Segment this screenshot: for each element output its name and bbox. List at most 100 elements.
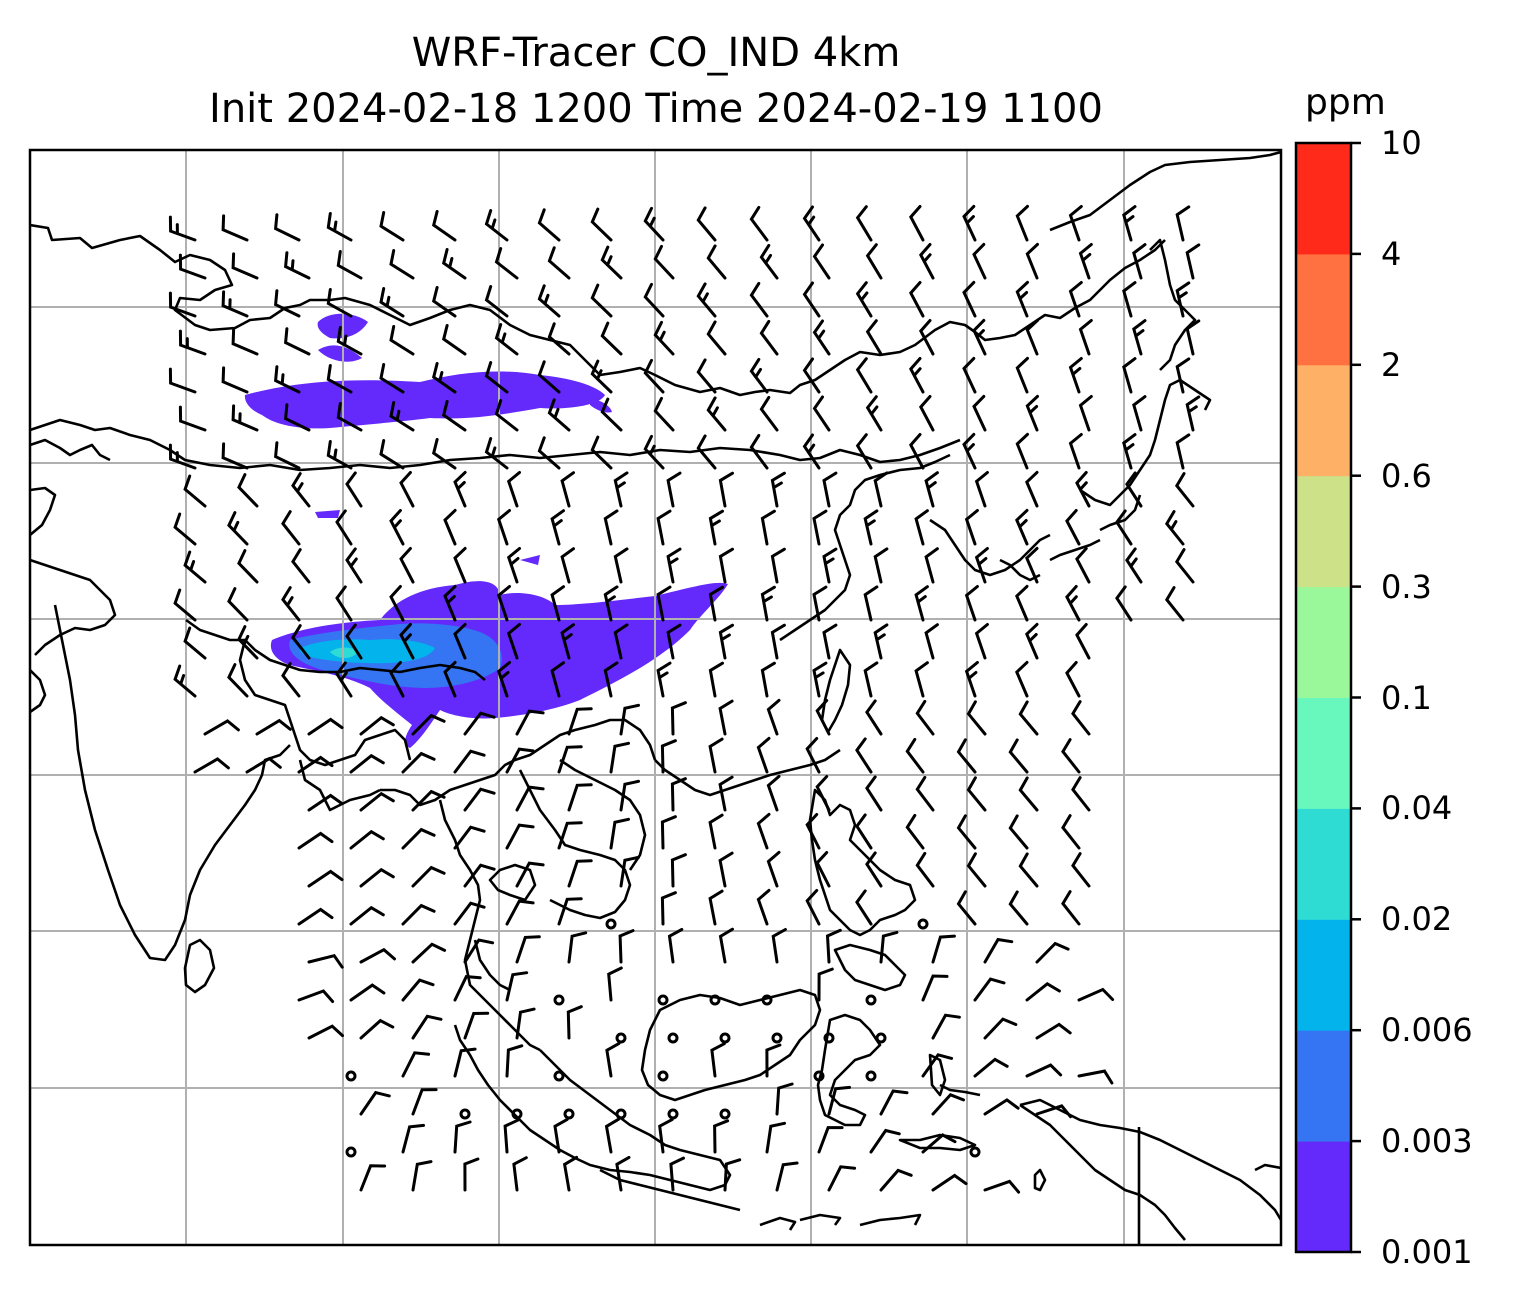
wind-barb [1164, 510, 1185, 546]
wind-barb [274, 441, 301, 470]
wind-barb [307, 953, 344, 969]
colorbar-segment [1296, 1030, 1351, 1142]
wind-barb [805, 889, 821, 926]
wind-barb [496, 585, 511, 622]
wind-barb [1132, 319, 1147, 356]
wind-barb [567, 931, 588, 964]
wind-barb [914, 509, 929, 546]
wind-barb [1175, 205, 1191, 242]
wind-barb [619, 703, 640, 736]
wind-barb [918, 395, 935, 432]
wind-barb [815, 699, 831, 736]
wind-barb [670, 777, 687, 812]
wind-barbs [168, 204, 1201, 1194]
wind-barb [349, 829, 385, 850]
wind-barb [245, 756, 282, 774]
wind-barb [603, 661, 619, 698]
wind-barb [972, 318, 987, 356]
wind-barb [1025, 981, 1061, 1002]
wind-barb [983, 1098, 1020, 1116]
wind-barb [411, 1014, 443, 1040]
wind-barb [401, 1123, 425, 1154]
wind-barb [696, 206, 717, 242]
wind-barb [168, 291, 197, 318]
wind-barb [670, 701, 687, 736]
colorbar-tick-label: 0.02 [1381, 900, 1453, 939]
wind-barb [603, 509, 619, 546]
wind-barb [505, 899, 535, 926]
wind-barb [855, 813, 873, 850]
wind-barb [560, 471, 575, 508]
wind-barb [411, 942, 447, 964]
wind-barb [1175, 433, 1191, 470]
calm-marker [823, 1032, 835, 1044]
wind-barb [666, 471, 682, 508]
wind-barb [956, 814, 977, 850]
wind-barb [379, 363, 405, 394]
wind-barb [284, 403, 311, 432]
wind-barb [855, 357, 873, 394]
wind-barb [966, 852, 987, 888]
wind-barb [815, 851, 831, 888]
wind-barb [908, 205, 925, 242]
wind-barb [411, 713, 446, 736]
wind-barb [463, 711, 496, 736]
wind-barb [962, 432, 977, 470]
wind-barb [879, 1089, 909, 1116]
wind-barb [537, 284, 561, 318]
wind-barb [974, 547, 989, 584]
wind-barb [931, 1093, 965, 1116]
wind-barb [231, 404, 259, 432]
wind-barb [515, 861, 545, 888]
wind-barb [855, 281, 873, 318]
colorbar-tick-label: 2 [1381, 345, 1402, 384]
wind-barb [908, 433, 925, 470]
wind-barb [389, 325, 415, 356]
wind-barb [759, 319, 779, 356]
wind-barb [463, 1011, 490, 1040]
wind-barb [760, 661, 776, 698]
wind-barb [291, 548, 311, 584]
wind-barb [708, 889, 724, 926]
wind-barb [865, 319, 883, 356]
wind-barb [749, 357, 769, 394]
wind-barb [453, 901, 486, 926]
wind-barb [183, 550, 207, 584]
wind-barb [931, 934, 956, 964]
wind-barb [1125, 471, 1143, 508]
wind-barb [924, 547, 939, 584]
wind-barb [399, 623, 415, 660]
wind-barb [905, 813, 925, 850]
calm-marker [657, 994, 669, 1006]
wind-barb [379, 287, 405, 318]
wind-barb [770, 471, 786, 508]
calm-marker [761, 994, 773, 1006]
calm-marker [719, 1032, 731, 1044]
wind-barb [1122, 205, 1137, 242]
wind-barb [706, 396, 727, 432]
wind-barb [1068, 433, 1083, 470]
wind-barb [759, 395, 779, 432]
wind-barb [537, 208, 561, 242]
wind-barb [411, 1160, 433, 1192]
wind-barb [914, 661, 929, 698]
wind-barb [178, 253, 207, 280]
wind-barb [1175, 281, 1191, 318]
wind-barb [924, 471, 939, 508]
colorbar-tick-label: 0.3 [1381, 567, 1432, 606]
wind-barb [590, 435, 613, 470]
wind-barb [297, 755, 334, 774]
wind-barb [281, 586, 301, 622]
wind-barb [802, 205, 821, 242]
wind-barb [297, 907, 334, 926]
wind-barb [660, 815, 677, 850]
wind-barb [496, 661, 511, 698]
wind-barb [863, 661, 879, 698]
wind-barb [666, 547, 682, 584]
wind-barb [399, 471, 415, 508]
wind-barb [557, 821, 583, 850]
wind-barb [643, 206, 665, 242]
wind-barb [1065, 661, 1081, 698]
